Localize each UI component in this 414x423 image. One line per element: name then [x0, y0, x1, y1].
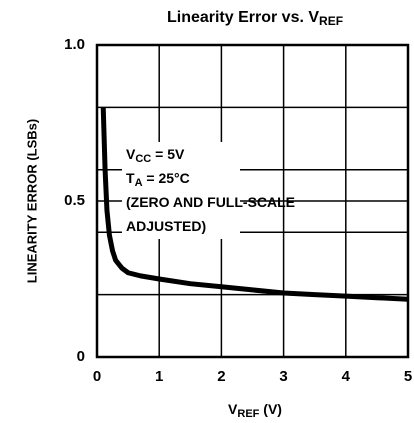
x-tick-label: 5	[404, 368, 412, 385]
plot-frame	[95, 43, 410, 359]
x-axis-label-rest: (V)	[259, 401, 282, 417]
chart-title-sub: REF	[319, 14, 343, 28]
x-tick-label: 0	[93, 368, 101, 385]
x-tick-label: 3	[279, 368, 287, 385]
x-tick-label: 2	[217, 368, 225, 385]
y-axis-label: LINEARITY ERROR (LSBs)	[24, 119, 39, 283]
annotation-main: ADJUSTED)	[126, 218, 206, 234]
annotation-rest: = 25°C	[143, 170, 190, 186]
line-series	[100, 107, 409, 302]
x-tick-label: 4	[342, 368, 351, 385]
x-axis-label-sub: REF	[237, 408, 259, 420]
x-tick-label: 1	[155, 368, 163, 385]
annotation: VCC = 5V	[126, 146, 185, 165]
chart-title-main: Linearity Error vs. V	[167, 9, 319, 26]
annotation: (ZERO AND FULL-SCALE	[126, 194, 295, 210]
annotation-sub: CC	[135, 153, 151, 165]
annotation-main: (ZERO AND FULL-SCALE	[126, 194, 295, 210]
annotation: ADJUSTED)	[126, 218, 206, 234]
annotation-main: V	[126, 146, 136, 162]
annotation-sub: A	[135, 177, 143, 189]
chart-title: Linearity Error vs. VREF	[167, 9, 343, 28]
y-tick-label: 0	[77, 348, 85, 365]
annotation: TA = 25°C	[126, 170, 190, 189]
annotation-rest: = 5V	[151, 146, 185, 162]
annotation-bg	[122, 142, 240, 239]
y-tick-label: 0.5	[64, 192, 85, 209]
x-axis-label-main: V	[228, 401, 238, 417]
x-axis-label: VREF (V)	[228, 401, 282, 420]
annotation-main: T	[126, 170, 135, 186]
y-tick-label: 1.0	[64, 36, 85, 53]
